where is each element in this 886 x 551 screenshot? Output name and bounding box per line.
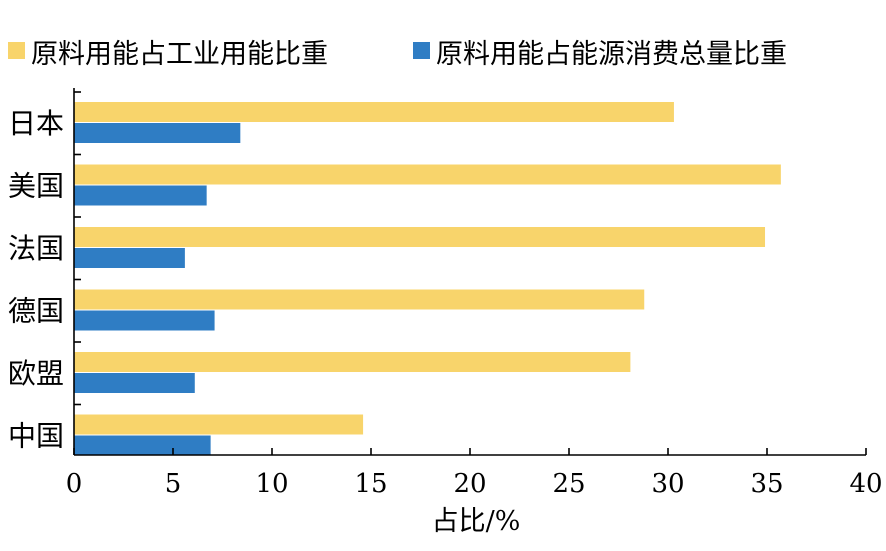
legend-label-series-2: 原料用能占能源消费总量比重: [436, 39, 787, 70]
category-label: 法国: [8, 232, 64, 265]
bar-1-5: [74, 352, 631, 372]
bar-1-2: [74, 164, 781, 185]
category-label: 中国: [8, 420, 64, 453]
bar-1-1: [74, 102, 674, 122]
x-tick-label: 40: [849, 469, 882, 499]
bar-2-2: [74, 185, 207, 206]
legend-swatch-series-1: [8, 42, 25, 59]
category-label: 美国: [8, 170, 64, 203]
bars: [74, 102, 781, 456]
x-axis-title: 占比/%: [432, 506, 521, 537]
x-tick-label: 0: [66, 469, 83, 499]
category-label: 欧盟: [8, 357, 64, 390]
legend: 原料用能占工业用能比重 原料用能占能源消费总量比重: [8, 39, 787, 70]
x-tick-label: 10: [255, 469, 288, 499]
bar-1-4: [74, 289, 645, 310]
legend-swatch-series-2: [413, 42, 430, 59]
bar-2-5: [74, 373, 195, 393]
x-tick-labels: 0 5 10 15 20 25 30 35 40: [66, 469, 883, 499]
bar-1-3: [74, 227, 766, 247]
x-tick-label: 35: [750, 469, 783, 499]
x-tick-label: 5: [165, 469, 182, 499]
bar-1-6: [74, 414, 364, 435]
bar-2-4: [74, 310, 215, 331]
x-tick-label: 30: [651, 469, 684, 499]
axes: [73, 88, 867, 456]
category-label: 德国: [8, 295, 64, 328]
legend-label-series-1: 原料用能占工业用能比重: [31, 39, 328, 70]
bar-2-1: [74, 123, 241, 143]
bar-2-6: [74, 435, 211, 456]
x-tick-label: 20: [453, 469, 486, 499]
x-tick-label: 15: [354, 469, 387, 499]
bar-2-3: [74, 248, 185, 268]
category-label: 日本: [8, 107, 64, 140]
x-tick-label: 25: [552, 469, 585, 499]
